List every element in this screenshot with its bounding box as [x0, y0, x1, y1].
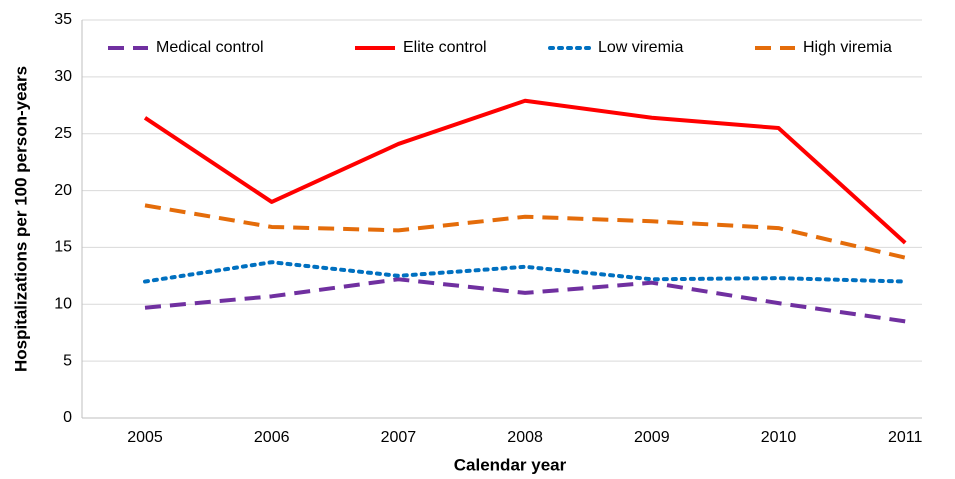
y-tick-label: 0 — [63, 409, 72, 426]
x-tick-label: 2009 — [634, 429, 670, 446]
series-line — [143, 260, 908, 284]
x-tick-label: 2011 — [888, 429, 923, 446]
series-line — [143, 98, 907, 245]
legend-label: Elite control — [403, 39, 487, 56]
x-axis-title: Calendar year — [454, 455, 567, 474]
x-tick-label: 2010 — [761, 429, 797, 446]
legend-label: High viremia — [803, 39, 892, 56]
y-tick-label: 5 — [63, 352, 72, 369]
legend-label: Low viremia — [598, 39, 683, 56]
legend-label: Medical control — [156, 39, 264, 56]
x-tick-label: 2008 — [507, 429, 543, 446]
series-line — [144, 277, 906, 324]
y-tick-label: 10 — [54, 296, 72, 313]
series-line — [144, 203, 906, 260]
y-tick-label: 30 — [54, 68, 72, 85]
x-tick-label: 2006 — [254, 429, 290, 446]
x-tick-label: 2007 — [381, 429, 417, 446]
y-tick-label: 15 — [54, 239, 72, 256]
x-tick-label: 2005 — [127, 429, 163, 446]
y-tick-label: 35 — [54, 11, 72, 28]
y-tick-label: 20 — [54, 182, 72, 199]
y-axis-title: Hospitalizations per 100 person-years — [11, 66, 30, 372]
y-tick-label: 25 — [54, 125, 72, 142]
